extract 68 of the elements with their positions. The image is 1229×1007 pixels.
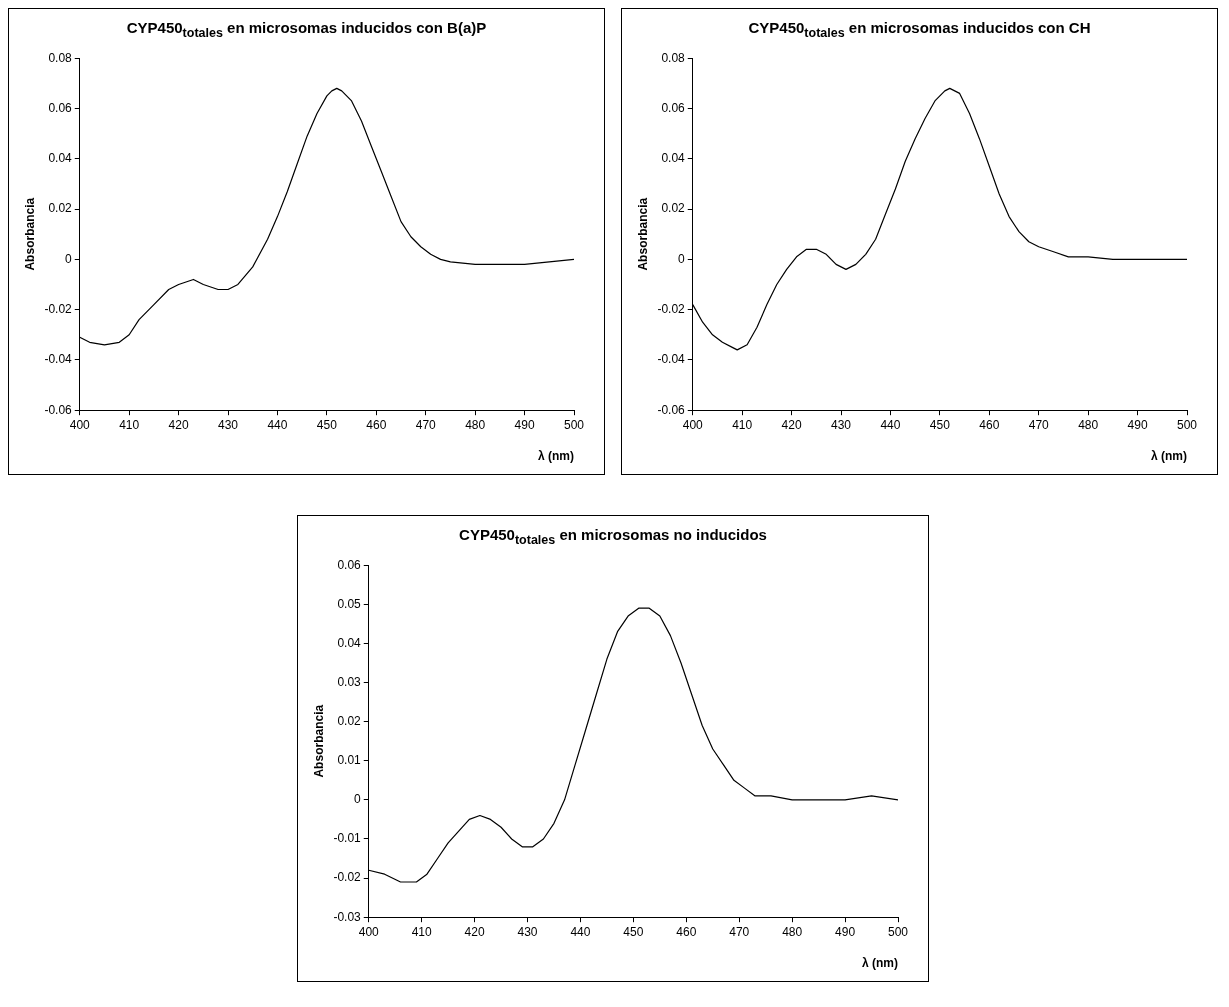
y-tick-label: 0.02 — [661, 201, 686, 216]
x-tick-label: 460 — [366, 417, 387, 432]
y-tick-label: -0.06 — [657, 402, 686, 417]
x-tick-label: 420 — [781, 417, 802, 432]
x-axis-title: λ (nm) — [1151, 449, 1187, 464]
x-axis-title: λ (nm) — [538, 449, 574, 464]
x-tick-label: 450 — [316, 417, 338, 432]
x-tick-label: 400 — [69, 417, 91, 432]
x-tick-label: 480 — [1078, 417, 1099, 432]
x-tick-label: 440 — [267, 417, 288, 432]
y-tick-label: -0.06 — [44, 402, 73, 417]
x-tick-label: 480 — [782, 924, 803, 939]
y-tick-label: 0.06 — [337, 557, 362, 572]
x-tick-label: 420 — [168, 417, 189, 432]
y-tick-label: 0.06 — [48, 100, 73, 115]
x-tick-label: 470 — [729, 924, 750, 939]
y-tick-label: -0.02 — [657, 301, 686, 316]
x-tick-label: 400 — [682, 417, 704, 432]
y-tick-label: 0.08 — [48, 50, 73, 65]
y-tick-label: -0.04 — [657, 352, 686, 367]
chart-title: CYP450$_{totales}$ en microsomas inducidos con CH — [747, 19, 1092, 40]
x-tick-label: 430 — [218, 417, 239, 432]
x-tick-label: 480 — [465, 417, 486, 432]
x-tick-label: 440 — [570, 924, 591, 939]
y-tick-label: 0 — [65, 251, 73, 266]
x-tick-label: 500 — [563, 417, 585, 432]
y-tick-label: -0.04 — [44, 352, 73, 367]
x-tick-label: 490 — [835, 924, 856, 939]
y-tick-label: -0.02 — [333, 870, 362, 885]
x-tick-label: 410 — [732, 417, 753, 432]
y-tick-label: -0.01 — [333, 831, 362, 846]
x-tick-label: 460 — [979, 417, 1000, 432]
x-tick-label: 420 — [464, 924, 485, 939]
x-tick-label: 450 — [929, 417, 951, 432]
x-tick-label: 450 — [623, 924, 644, 939]
y-tick-label: 0.04 — [48, 151, 73, 166]
y-tick-label: 0 — [354, 792, 362, 807]
y-tick-label: 0 — [678, 251, 686, 266]
y-tick-label: 0.06 — [661, 100, 686, 115]
x-tick-label: 460 — [676, 924, 697, 939]
x-tick-label: 470 — [1028, 417, 1050, 432]
y-tick-label: -0.02 — [44, 301, 73, 316]
y-tick-label: 0.03 — [337, 674, 362, 689]
y-axis-title: Absorbancia — [311, 704, 326, 778]
y-tick-label: 0.02 — [337, 713, 362, 728]
chart-title: CYP450$_{totales}$ en microsomas no inducidos — [458, 526, 768, 547]
y-tick-label: 0.05 — [337, 596, 362, 611]
x-tick-label: 500 — [887, 924, 909, 939]
x-tick-label: 440 — [880, 417, 901, 432]
chart-title: CYP450$_{totales}$ en microsomas inducidos con B(a)P — [125, 19, 488, 40]
x-tick-label: 490 — [514, 417, 535, 432]
y-tick-label: -0.03 — [333, 909, 362, 924]
x-tick-label: 500 — [1176, 417, 1198, 432]
x-tick-label: 470 — [415, 417, 437, 432]
x-tick-label: 410 — [411, 924, 433, 939]
x-tick-label: 400 — [358, 924, 380, 939]
y-tick-label: 0.04 — [337, 635, 362, 650]
x-tick-label: 430 — [517, 924, 538, 939]
x-tick-label: 490 — [1127, 417, 1148, 432]
y-tick-label: 0.02 — [48, 201, 73, 216]
x-tick-label: 410 — [119, 417, 140, 432]
y-tick-label: 0.01 — [337, 753, 362, 768]
y-axis-title: Absorbancia — [635, 197, 650, 271]
x-axis-title: λ (nm) — [862, 956, 898, 971]
y-tick-label: 0.04 — [661, 151, 686, 166]
x-tick-label: 430 — [831, 417, 852, 432]
y-axis-title: Absorbancia — [22, 197, 37, 271]
y-tick-label: 0.08 — [661, 50, 686, 65]
